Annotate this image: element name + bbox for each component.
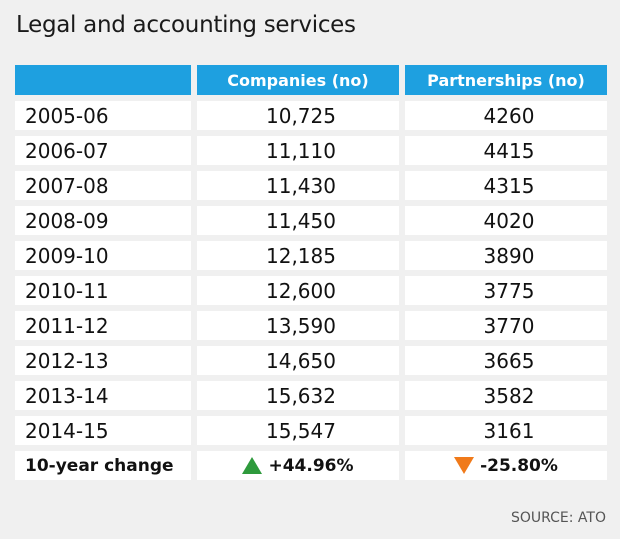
table-row: 2006-07 11,110 4415 (15, 136, 607, 165)
table-header-row: Companies (no) Partnerships (no) (15, 65, 607, 95)
change-partnerships-cell: -25.80% (405, 451, 607, 480)
year-cell: 2007-08 (15, 171, 191, 200)
table-row: 2012-13 14,650 3665 (15, 346, 607, 375)
partnerships-cell: 3582 (405, 381, 607, 410)
year-cell: 2009-10 (15, 241, 191, 270)
change-row: 10-year change +44.96% -25.80% (15, 451, 607, 480)
partnerships-cell: 3775 (405, 276, 607, 305)
companies-cell: 12,600 (197, 276, 399, 305)
year-cell: 2006-07 (15, 136, 191, 165)
companies-cell: 14,650 (197, 346, 399, 375)
table-row: 2010-11 12,600 3775 (15, 276, 607, 305)
chart-title: Legal and accounting services (16, 12, 356, 38)
partnerships-cell: 4260 (405, 101, 607, 130)
table-row: 2007-08 11,430 4315 (15, 171, 607, 200)
companies-cell: 13,590 (197, 311, 399, 340)
header-companies: Companies (no) (197, 65, 399, 95)
data-table: Companies (no) Partnerships (no) 2005-06… (15, 65, 607, 486)
companies-cell: 15,632 (197, 381, 399, 410)
table-row: 2013-14 15,632 3582 (15, 381, 607, 410)
companies-cell: 15,547 (197, 416, 399, 445)
change-partnerships-value: -25.80% (480, 455, 558, 476)
up-arrow-icon (242, 457, 263, 474)
year-cell: 2012-13 (15, 346, 191, 375)
companies-cell: 10,725 (197, 101, 399, 130)
partnerships-cell: 4020 (405, 206, 607, 235)
companies-cell: 11,450 (197, 206, 399, 235)
year-cell: 2014-15 (15, 416, 191, 445)
change-companies-value: +44.96% (268, 455, 354, 476)
year-cell: 2005-06 (15, 101, 191, 130)
companies-cell: 11,110 (197, 136, 399, 165)
partnerships-cell: 3770 (405, 311, 607, 340)
partnerships-cell: 4315 (405, 171, 607, 200)
table-body: 2005-06 10,725 4260 2006-07 11,110 4415 2007-0… (15, 101, 607, 445)
table-row: 2005-06 10,725 4260 (15, 101, 607, 130)
table-row: 2009-10 12,185 3890 (15, 241, 607, 270)
header-partnerships: Partnerships (no) (405, 65, 607, 95)
year-cell: 2013-14 (15, 381, 191, 410)
down-arrow-icon (454, 457, 475, 474)
table-row: 2014-15 15,547 3161 (15, 416, 607, 445)
partnerships-cell: 3665 (405, 346, 607, 375)
companies-cell: 11,430 (197, 171, 399, 200)
change-label: 10-year change (15, 451, 191, 480)
partnerships-cell: 4415 (405, 136, 607, 165)
partnerships-cell: 3890 (405, 241, 607, 270)
change-companies-cell: +44.96% (197, 451, 399, 480)
partnerships-cell: 3161 (405, 416, 607, 445)
year-cell: 2011-12 (15, 311, 191, 340)
source-note: SOURCE: ATO (510, 510, 606, 526)
table-row: 2008-09 11,450 4020 (15, 206, 607, 235)
header-year (15, 65, 191, 95)
year-cell: 2008-09 (15, 206, 191, 235)
table-row: 2011-12 13,590 3770 (15, 311, 607, 340)
companies-cell: 12,185 (197, 241, 399, 270)
year-cell: 2010-11 (15, 276, 191, 305)
